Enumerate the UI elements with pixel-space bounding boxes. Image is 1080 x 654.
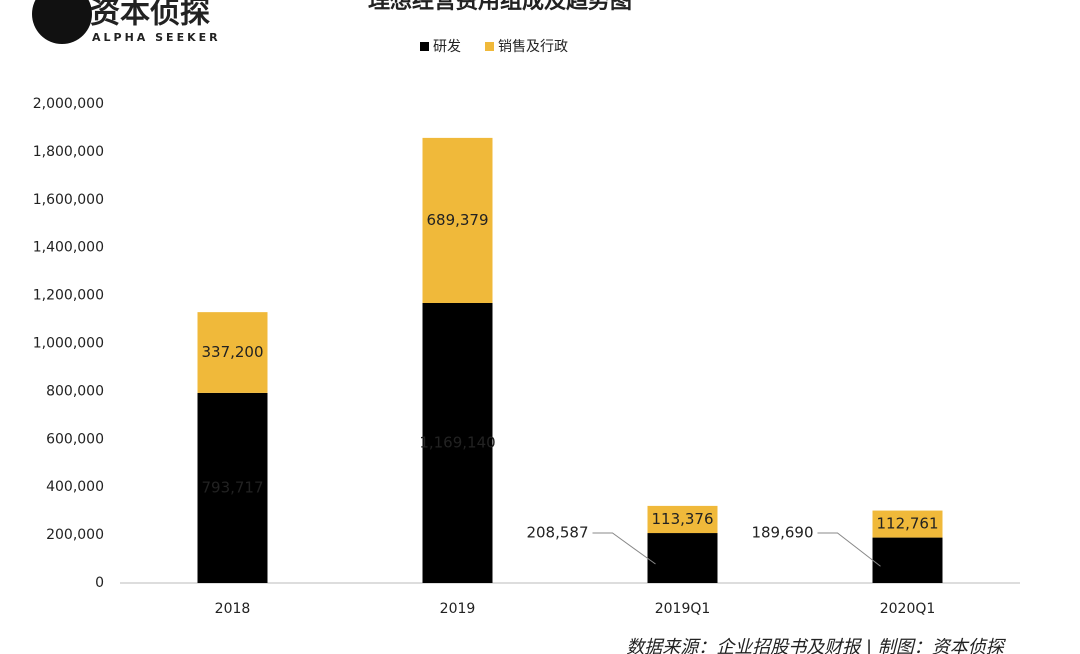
x-tick-label: 2020Q1 — [880, 601, 936, 617]
legend-label: 研发 — [433, 39, 461, 55]
y-tick-label: 1,400,000 — [33, 240, 104, 256]
value-label: 208,587 — [526, 524, 588, 542]
y-tick-label: 1,600,000 — [33, 192, 104, 208]
leader-line — [592, 532, 656, 565]
x-tick-label: 2019Q1 — [655, 601, 711, 617]
logo-icon — [32, 0, 92, 44]
y-tick-label: 1,000,000 — [33, 336, 104, 352]
value-label: 189,690 — [751, 524, 813, 542]
value-label: 113,376 — [651, 510, 713, 528]
y-tick-label: 1,200,000 — [33, 288, 104, 304]
legend-label: 销售及行政 — [498, 39, 568, 55]
value-label: 689,379 — [426, 211, 488, 229]
value-label: 793,717 — [201, 478, 263, 496]
logo-text: 资本侦探 — [90, 0, 210, 31]
chart-title: 理想经营费用组成及趋势图 — [368, 0, 632, 14]
bar-segment — [197, 392, 268, 583]
x-tick-label: 2019 — [440, 601, 476, 617]
bar-segment — [422, 302, 493, 583]
x-tick-label: 2018 — [215, 601, 251, 617]
leader-line — [817, 532, 881, 567]
value-label: 337,200 — [201, 343, 263, 361]
y-tick-label: 400,000 — [46, 479, 104, 495]
bar-segment — [647, 533, 718, 583]
value-label: 1,169,140 — [419, 433, 495, 451]
bar-segment — [872, 510, 943, 538]
legend-swatch — [485, 42, 494, 51]
bar-segment — [422, 137, 493, 303]
y-tick-label: 2,000,000 — [33, 96, 104, 112]
bar-segment — [872, 537, 943, 583]
value-label: 112,761 — [876, 515, 938, 533]
y-tick-label: 1,800,000 — [33, 144, 104, 160]
y-tick-label: 800,000 — [46, 383, 104, 399]
y-tick-label: 600,000 — [46, 431, 104, 447]
legend-swatch — [420, 42, 429, 51]
bar-segment — [197, 312, 268, 393]
source-note: 数据来源：企业招股书及财报 | 制图：资本侦探 — [626, 637, 1007, 654]
y-tick-label: 200,000 — [46, 527, 104, 543]
bar-segment — [647, 505, 718, 534]
y-tick-label: 0 — [95, 575, 104, 591]
logo-subtitle: ALPHA SEEKER — [92, 31, 221, 44]
